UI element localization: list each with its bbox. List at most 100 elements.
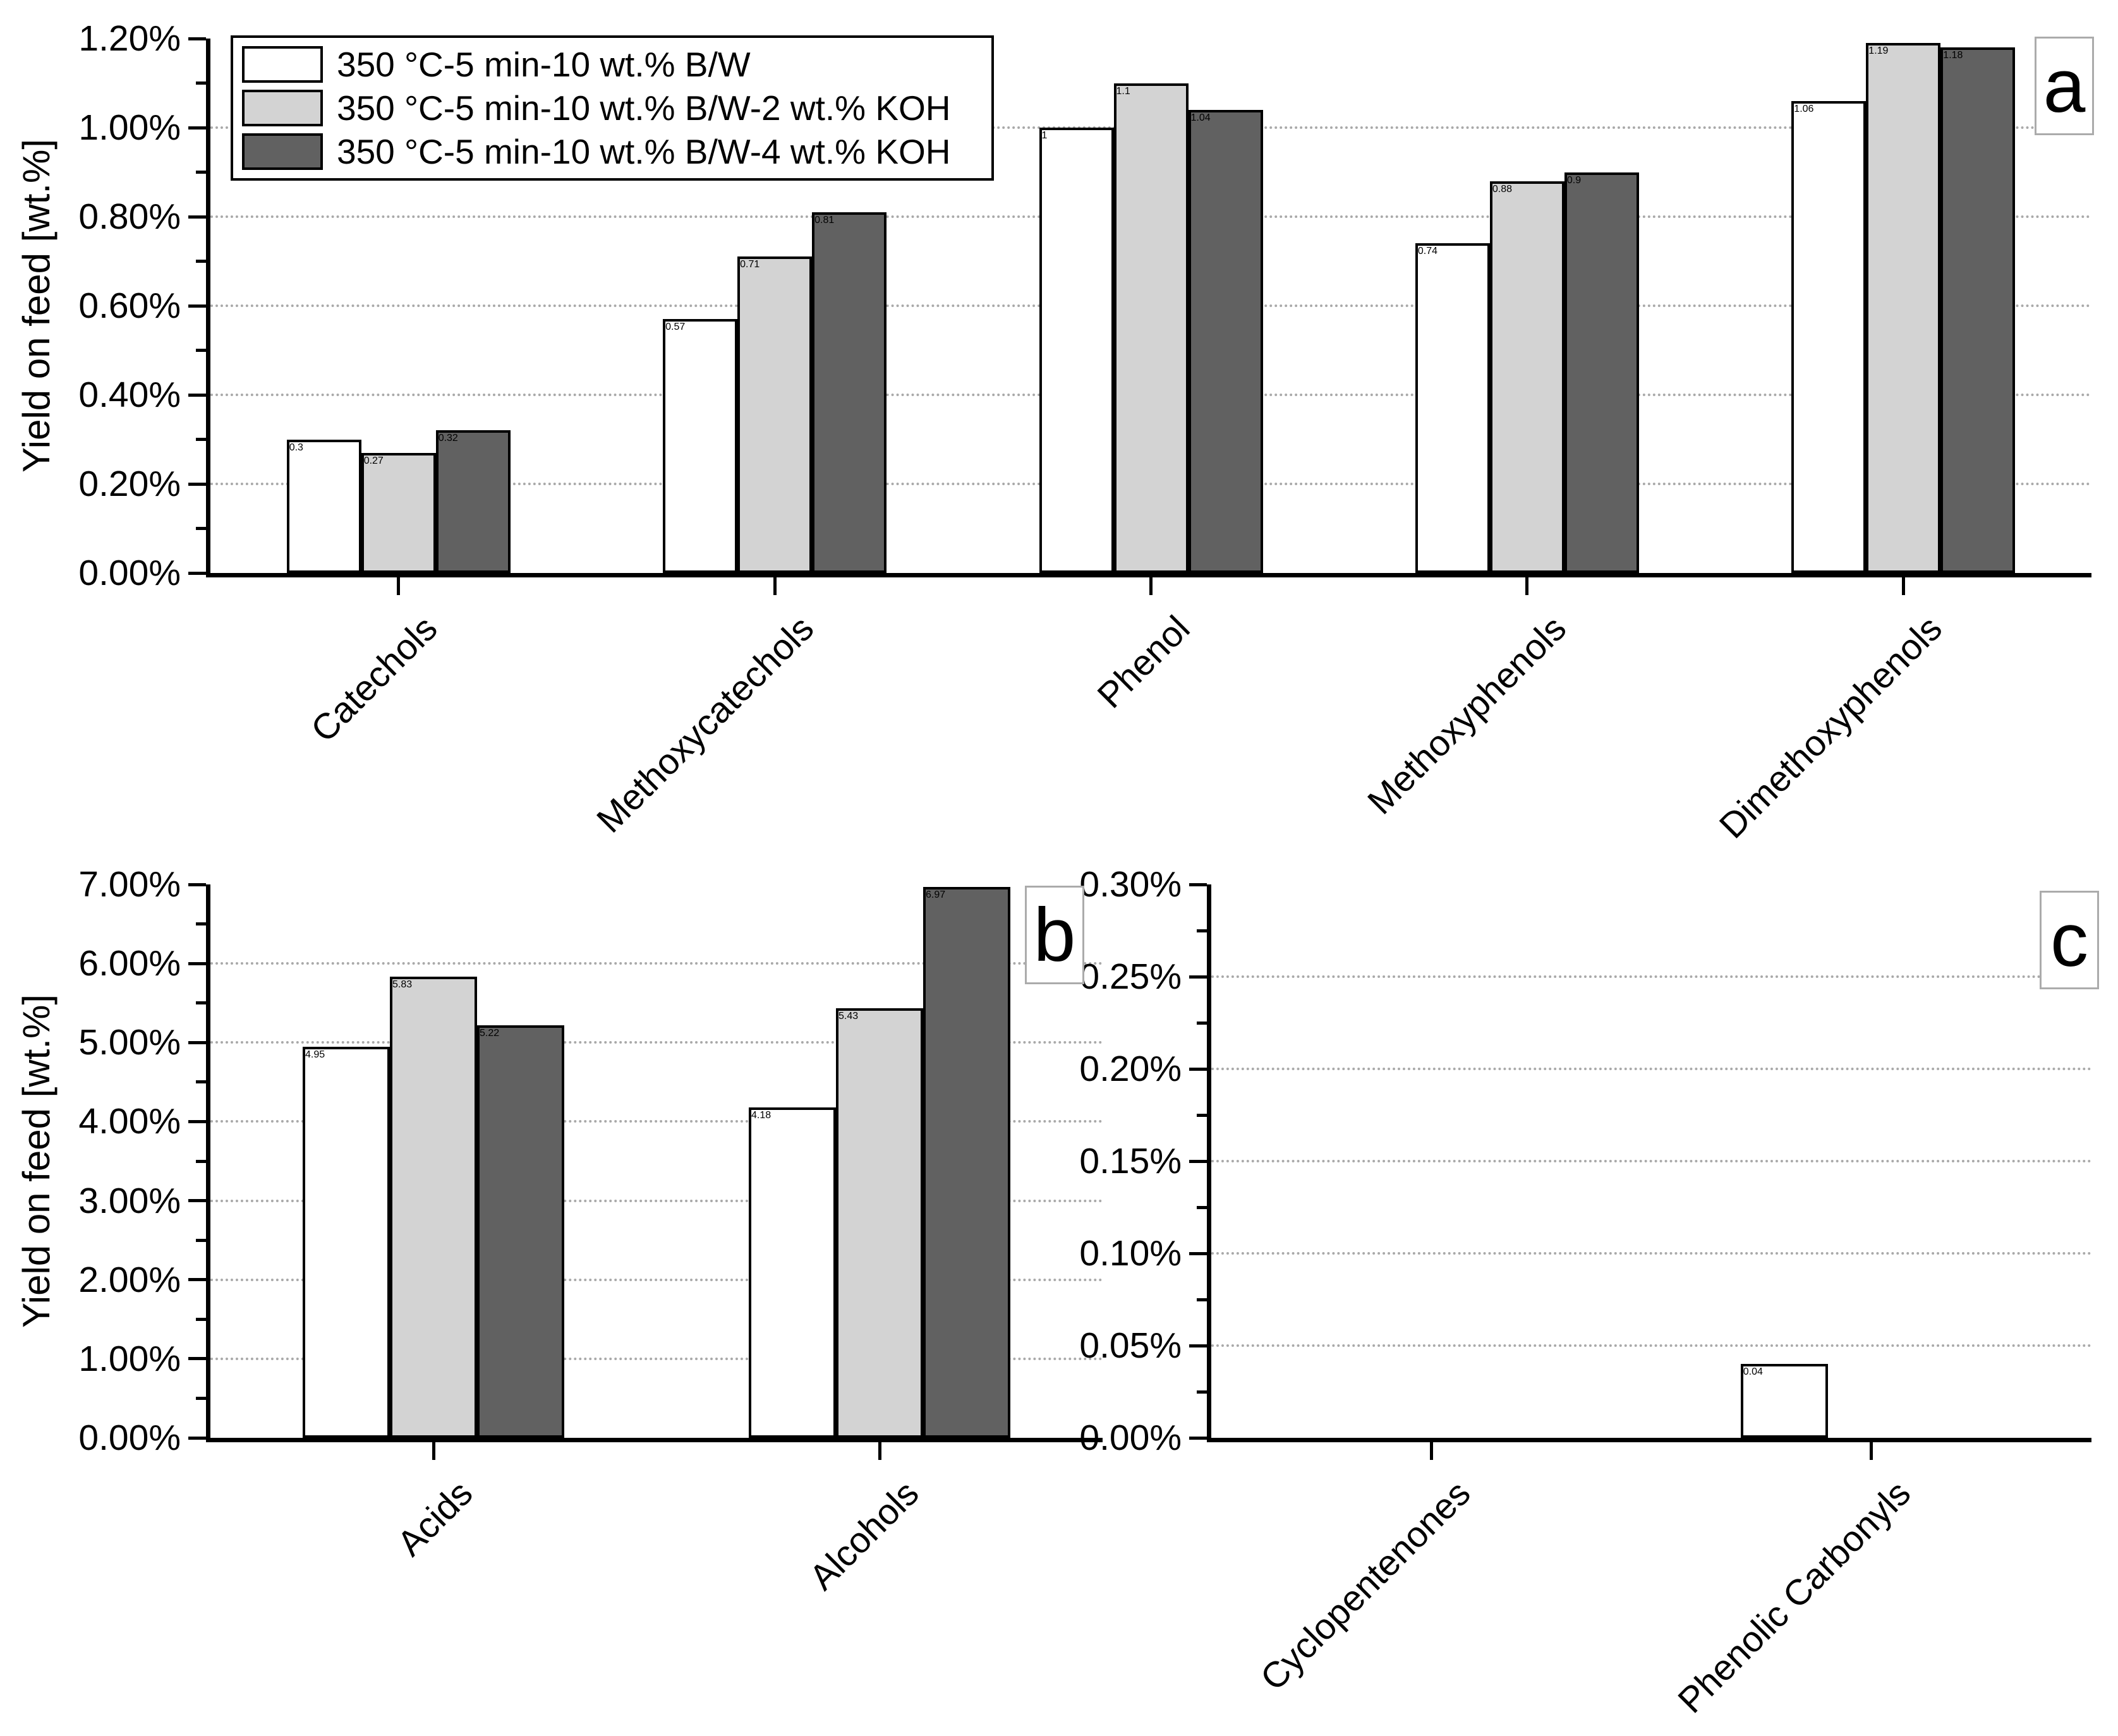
x-axis-b	[206, 1438, 1103, 1442]
bar-b-1-s2: 6.97	[923, 886, 1010, 1438]
x-tick-b-1	[878, 1442, 881, 1460]
gridline-a-0.60%	[210, 304, 2091, 307]
x-category-label-a-4: Dimethoxyphenols	[1712, 608, 1951, 847]
x-tick-a-4	[1901, 577, 1905, 595]
y-tick-label-b-2: 2.00%	[78, 1259, 181, 1300]
gridline-b-1.00%	[210, 1357, 1103, 1360]
bar-b-1-s0: 4.18	[749, 1107, 836, 1438]
y-tick-c-5	[1189, 975, 1207, 979]
gridline-b-4.00%	[210, 1120, 1103, 1123]
legend-label-1: 350 °C-5 min-10 wt.% B/W-2 wt.% KOH	[337, 88, 951, 128]
bar-b-0-s0: 4.95	[303, 1046, 390, 1438]
bar-a-1-s1: 0.71	[737, 256, 813, 573]
bar-a-4-s2: 1.18	[1940, 47, 2016, 573]
panel-label-a: a	[2035, 37, 2094, 135]
y-minor-tick-c	[1197, 1021, 1207, 1025]
y-minor-tick-a	[196, 438, 206, 441]
y-minor-tick-b	[196, 1080, 206, 1084]
y-tick-label-a-1: 0.20%	[78, 464, 181, 504]
bar-b-0-s2: 5.22	[477, 1025, 564, 1438]
y-tick-c-3	[1189, 1159, 1207, 1163]
y-tick-label-c-1: 0.05%	[1079, 1325, 1182, 1366]
y-minor-tick-c	[1197, 1390, 1207, 1394]
gridline-a-0.20%	[210, 483, 2091, 485]
y-minor-tick-c	[1197, 929, 1207, 932]
bar-a-1-s2: 0.81	[812, 212, 887, 573]
x-tick-c-0	[1429, 1442, 1433, 1460]
y-tick-c-2	[1189, 1251, 1207, 1255]
y-tick-a-4	[188, 215, 206, 219]
legend-label-2: 350 °C-5 min-10 wt.% B/W-4 wt.% KOH	[337, 132, 951, 171]
bar-b-0-s1: 5.83	[390, 977, 477, 1438]
y-axis-c	[1207, 884, 1211, 1442]
y-tick-label-c-0: 0.00%	[1079, 1418, 1182, 1458]
bar-a-0-s0: 0.3	[286, 439, 361, 573]
bar-a-3-s0: 0.74	[1415, 243, 1490, 573]
y-tick-b-2	[188, 1278, 206, 1282]
y-tick-label-b-6: 6.00%	[78, 943, 181, 984]
y-tick-b-1	[188, 1357, 206, 1361]
y-tick-label-a-5: 1.00%	[78, 107, 181, 148]
y-minor-tick-c	[1197, 1298, 1207, 1301]
y-tick-c-4	[1189, 1067, 1207, 1071]
y-minor-tick-a	[196, 527, 206, 530]
x-axis-a	[206, 573, 2091, 577]
bar-a-4-s0: 1.06	[1791, 100, 1867, 573]
y-tick-label-b-1: 1.00%	[78, 1338, 181, 1379]
y-minor-tick-c	[1197, 1205, 1207, 1209]
bar-a-2-s2: 1.04	[1188, 109, 1263, 573]
gridline-c-0.15%	[1211, 1160, 2091, 1162]
y-tick-a-0	[188, 571, 206, 575]
bar-a-3-s2: 0.9	[1564, 172, 1639, 573]
y-minor-tick-a	[196, 260, 206, 263]
x-category-label-b-1: Alcohols	[801, 1473, 926, 1598]
gridline-c-0.25%	[1211, 975, 2091, 978]
y-minor-tick-c	[1197, 1113, 1207, 1117]
y-minor-tick-b	[196, 1396, 206, 1400]
x-category-label-c-1: Phenolic Carbonyls	[1670, 1473, 1918, 1721]
y-axis-a	[206, 39, 210, 577]
y-minor-tick-b	[196, 1159, 206, 1163]
bar-a-2-s1: 1.1	[1113, 83, 1189, 573]
y-minor-tick-a	[196, 171, 206, 174]
bar-a-0-s1: 0.27	[361, 452, 436, 573]
bar-a-1-s0: 0.57	[663, 319, 738, 573]
y-tick-label-b-5: 5.00%	[78, 1022, 181, 1063]
x-tick-b-0	[432, 1442, 435, 1460]
x-category-label-c-0: Cyclopentenones	[1252, 1473, 1479, 1699]
y-tick-c-0	[1189, 1436, 1207, 1440]
x-tick-a-1	[773, 577, 777, 595]
y-tick-a-3	[188, 304, 206, 308]
y-tick-c-1	[1189, 1344, 1207, 1347]
panel-label-b: b	[1025, 886, 1084, 984]
legend-swatch-0	[242, 46, 323, 83]
legend-row-0: 350 °C-5 min-10 wt.% B/W	[242, 44, 983, 85]
panel-label-c: c	[2040, 891, 2099, 989]
x-category-label-a-0: Catechols	[303, 608, 445, 750]
legend-swatch-2	[242, 133, 323, 170]
gridline-c-0.20%	[1211, 1068, 2091, 1070]
y-tick-b-6	[188, 961, 206, 965]
y-tick-label-b-4: 4.00%	[78, 1101, 181, 1142]
gridline-a-0.80%	[210, 215, 2091, 218]
gridline-b-6.00%	[210, 962, 1103, 965]
y-tick-b-7	[188, 883, 206, 886]
y-minor-tick-b	[196, 1238, 206, 1242]
y-tick-c-6	[1189, 883, 1207, 886]
y-minor-tick-b	[196, 922, 206, 926]
x-tick-a-2	[1149, 577, 1153, 595]
gridline-a-0.40%	[210, 394, 2091, 396]
y-minor-tick-a	[196, 349, 206, 352]
gridline-c-0.10%	[1211, 1252, 2091, 1255]
x-tick-a-0	[397, 577, 401, 595]
y-minor-tick-b	[196, 1001, 206, 1005]
y-tick-b-4	[188, 1119, 206, 1123]
x-axis-c	[1207, 1438, 2091, 1442]
y-tick-a-1	[188, 482, 206, 486]
gridline-b-3.00%	[210, 1199, 1103, 1202]
y-axis-title-a: Yield on feed [wt.%]	[15, 138, 57, 473]
y-tick-a-5	[188, 126, 206, 130]
y-tick-label-c-3: 0.15%	[1079, 1141, 1182, 1181]
